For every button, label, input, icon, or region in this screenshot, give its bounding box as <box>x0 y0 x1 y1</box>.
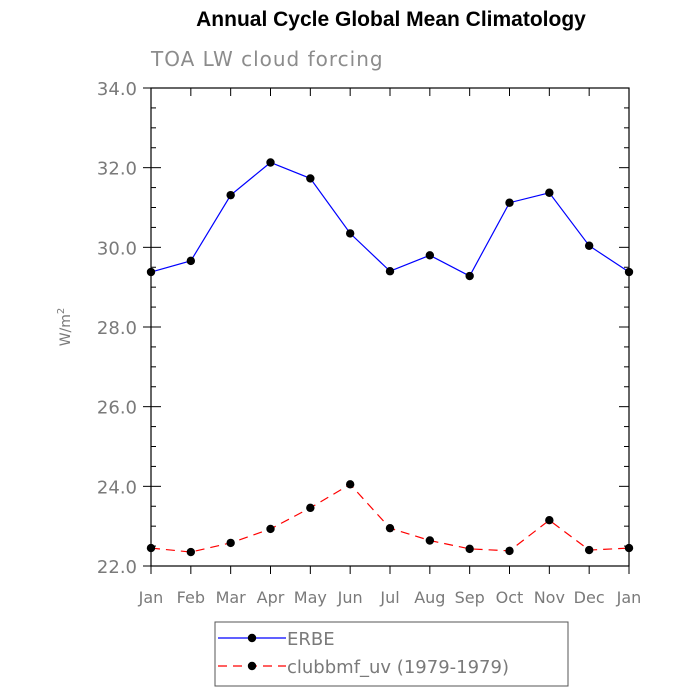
data-point <box>624 543 634 553</box>
series-1 <box>146 158 634 281</box>
y-tick-label: 22.0 <box>97 557 137 578</box>
data-point <box>425 251 435 260</box>
data-point <box>465 544 474 554</box>
data-point <box>345 229 355 238</box>
series-line <box>150 161 630 277</box>
data-point <box>226 538 235 548</box>
data-point <box>266 158 275 167</box>
data-point <box>146 543 156 553</box>
series-line <box>150 483 630 553</box>
y-axis-label-unit: W/m <box>58 314 74 346</box>
y-tick-label: 24.0 <box>97 477 137 498</box>
x-tick-label: Nov <box>534 588 565 607</box>
data-point <box>385 267 395 276</box>
x-tick-label: Feb <box>177 588 205 607</box>
data-point <box>624 267 634 277</box>
y-tick-label: 30.0 <box>97 238 137 259</box>
data-point <box>545 188 554 197</box>
legend: ERBE clubbmf_uv (1979-1979) <box>214 621 569 687</box>
y-axis-label-superscript: 2 <box>56 308 67 314</box>
x-tick-label: Oct <box>496 588 524 607</box>
x-tick-label: Jan <box>138 588 164 607</box>
x-tick-label: Sep <box>455 588 485 607</box>
data-point <box>186 547 196 557</box>
data-point <box>545 515 554 525</box>
chart-title: Annual Cycle Global Mean Climatology <box>196 8 586 31</box>
data-point <box>146 267 156 277</box>
series-layer <box>146 158 634 557</box>
data-point <box>266 524 275 534</box>
data-point <box>584 241 594 250</box>
y-axis-label: W/m2 <box>56 308 74 347</box>
data-point <box>306 174 315 183</box>
plot-frame <box>150 87 630 567</box>
x-tick-label: Dec <box>574 588 605 607</box>
data-point <box>186 256 196 266</box>
x-tick-label: Apr <box>257 588 285 607</box>
data-point <box>385 523 395 533</box>
data-point <box>465 271 474 281</box>
legend-swatch-marker <box>247 661 257 671</box>
axis-ticks <box>143 87 630 574</box>
legend-box <box>214 621 569 687</box>
y-tick-label: 28.0 <box>97 318 137 339</box>
data-point <box>345 480 355 489</box>
data-point <box>306 503 315 513</box>
data-point <box>584 545 594 555</box>
chart-subtitle: TOA LW cloud forcing <box>151 47 384 71</box>
legend-swatch-marker <box>247 633 257 643</box>
data-point <box>226 190 235 200</box>
data-point <box>505 198 514 207</box>
x-tick-label: Jul <box>379 588 399 607</box>
x-tick-label: Jan <box>616 588 642 607</box>
y-tick-label: 34.0 <box>97 79 137 100</box>
x-tick-labels: Jan Feb Mar Apr May Jun Jul Aug Sep Oct Nov Dec Jan <box>138 588 642 607</box>
data-point <box>425 536 435 545</box>
legend-label: ERBE <box>287 629 335 650</box>
y-tick-label: 26.0 <box>97 398 137 419</box>
x-tick-label: Aug <box>414 588 445 607</box>
y-tick-labels: 22.0 24.0 26.0 28.0 30.0 32.0 34.0 <box>97 79 137 578</box>
data-point <box>505 546 514 556</box>
x-tick-label: May <box>294 588 327 607</box>
x-tick-label: Jun <box>337 588 363 607</box>
y-tick-label: 32.0 <box>97 159 137 180</box>
x-tick-label: Mar <box>216 588 247 607</box>
series-2 <box>146 480 634 557</box>
legend-label: clubbmf_uv (1979-1979) <box>287 657 509 678</box>
